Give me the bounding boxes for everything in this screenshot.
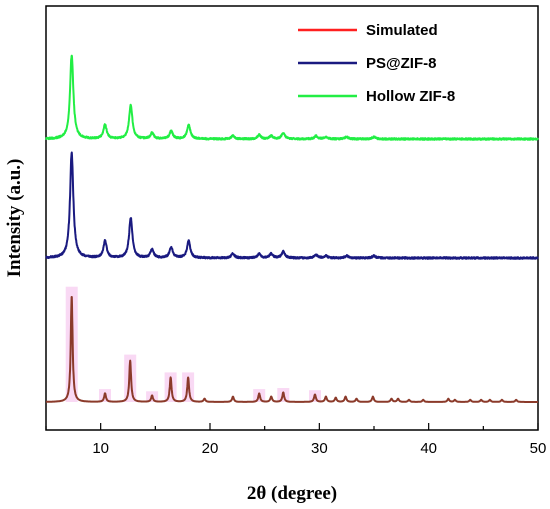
- legend: Simulated PS@ZIF-8 Hollow ZIF-8: [298, 22, 455, 105]
- x-tick-label-10: 10: [92, 440, 109, 457]
- x-tick-label-20: 20: [202, 440, 219, 457]
- y-axis-label: Intensity (a.u.): [4, 159, 25, 278]
- simulated-peak-highlight-0: [65, 286, 78, 402]
- x-tick-label-40: 40: [420, 440, 437, 457]
- x-axis-label: 2θ (degree): [247, 483, 337, 504]
- x-tick-label-50: 50: [530, 440, 547, 457]
- x-ticks: 10 20 30 40 50: [45, 423, 547, 457]
- legend-label-2: Hollow ZIF-8: [366, 88, 455, 105]
- simulated-fill-layer: [65, 286, 321, 402]
- legend-label-0: Simulated: [366, 22, 438, 39]
- series-line-simulated: [45, 296, 539, 403]
- series-line-ps-zif-8: [45, 151, 539, 260]
- plot-frame: [45, 5, 539, 431]
- series-layer: [45, 54, 539, 403]
- legend-label-1: PS@ZIF-8: [366, 55, 436, 72]
- x-tick-label-30: 30: [311, 440, 328, 457]
- series-line-hollow-zif-8: [45, 54, 539, 141]
